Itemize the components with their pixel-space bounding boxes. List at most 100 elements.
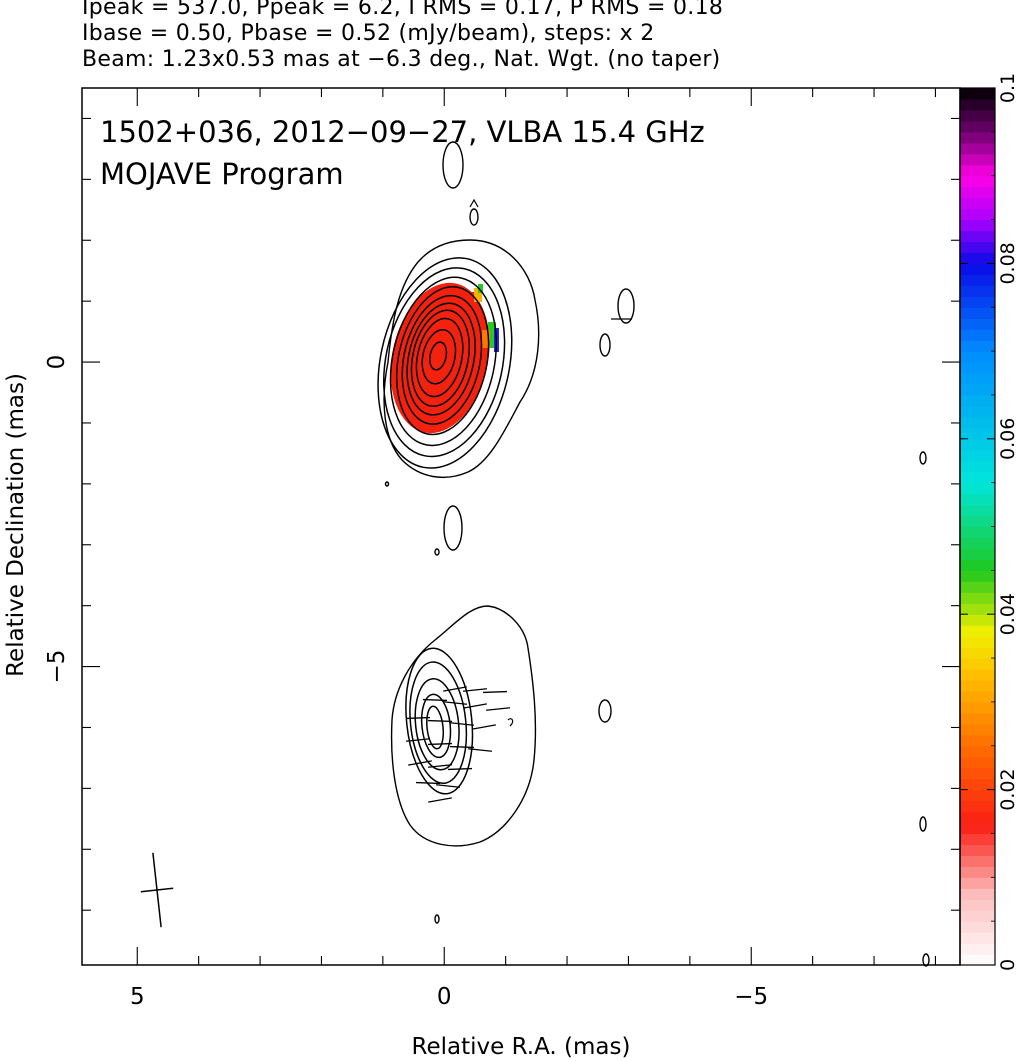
x-tick-label: 5 — [130, 984, 145, 1010]
colorbar-band — [960, 548, 995, 560]
colorbar-band — [960, 362, 995, 374]
colorbar-band — [960, 559, 995, 571]
y-tick-label: 0 — [44, 355, 70, 370]
colorbar-tick-label: 0.04 — [997, 593, 1019, 635]
colorbar-band — [960, 460, 995, 473]
isolated-contour — [469, 208, 479, 226]
polarization-vector — [467, 748, 493, 752]
colorbar-band — [960, 175, 995, 188]
core-outer-contour — [383, 239, 540, 479]
colorbar-band — [960, 416, 995, 429]
colorbar-band — [960, 88, 995, 100]
colorbar-band — [960, 318, 995, 330]
colorbar-band — [960, 822, 995, 835]
isolated-contour — [442, 141, 464, 189]
header-line-3: Beam: 1.23x0.53 mas at −6.3 deg., Nat. W… — [82, 47, 721, 72]
colorbar-band — [960, 658, 995, 670]
colorbar-band — [960, 932, 995, 944]
colorbar-band — [960, 515, 995, 528]
colorbar-band — [960, 230, 995, 243]
isolated-contour — [919, 816, 927, 832]
colorbar-band — [960, 340, 995, 352]
core-contour — [395, 286, 490, 436]
colorbar-band — [960, 252, 995, 264]
colorbar-band — [960, 910, 995, 922]
core-contour — [421, 328, 457, 385]
colorbar-band — [960, 383, 995, 396]
core-contour — [382, 267, 506, 458]
colorbar-band — [960, 833, 995, 846]
isolated-contour — [434, 548, 440, 556]
core-contour — [401, 294, 483, 425]
colorbar-band — [960, 712, 995, 725]
colorbar-band — [960, 405, 995, 418]
polarization-vector — [463, 703, 487, 709]
polarization-vector — [462, 688, 488, 692]
colorbar-band — [960, 109, 995, 122]
isolated-contour — [922, 953, 930, 967]
colorbar-band — [960, 120, 995, 133]
core-contour — [410, 309, 470, 408]
colorbar-band — [960, 789, 995, 802]
x-tick-label: 0 — [437, 984, 452, 1010]
colorbar-band — [960, 98, 995, 111]
core-contour — [415, 317, 464, 398]
polarization-orange-pixel — [474, 288, 482, 302]
isolated-contour — [599, 333, 611, 357]
colorbar-band — [960, 855, 995, 867]
colorbar-band — [960, 197, 995, 210]
polarization-vector — [427, 764, 453, 768]
colorbar-band — [960, 614, 995, 626]
colorbar-band — [960, 811, 995, 824]
polarization-vector — [435, 784, 461, 788]
polarization-vector — [449, 745, 475, 749]
colorbar-band — [960, 351, 995, 363]
colorbar-band — [960, 954, 995, 966]
polarization-red-region — [390, 282, 490, 434]
header-line-1: Ipeak = 537.0, Ppeak = 6.2, I RMS = 0.17… — [82, 0, 724, 20]
core-contour — [406, 302, 476, 416]
contours — [140, 141, 930, 967]
colorbar-band — [960, 449, 995, 462]
map-title: 1502+036, 2012−09−27, VLBA 15.4 GHz — [100, 115, 705, 149]
core-contour — [377, 257, 513, 469]
colorbar-band — [960, 723, 995, 736]
polarization-red-edge — [464, 292, 476, 370]
colorbar-band — [960, 877, 995, 889]
core-contour — [389, 276, 498, 447]
colorbar-band — [960, 329, 995, 341]
polarization-vector — [427, 742, 453, 746]
jet-contour — [405, 647, 474, 795]
colorbar-band — [960, 263, 995, 275]
polarization-fill — [390, 282, 499, 434]
polarization-vector — [442, 701, 468, 705]
colorbar-band — [960, 526, 995, 539]
colorbar-band — [960, 438, 995, 451]
colorbar-band — [960, 131, 995, 144]
polarization-vector — [415, 781, 441, 785]
y-tick-label: −5 — [44, 650, 70, 684]
colorbar-band — [960, 427, 995, 440]
colorbar-tick-label: 0.1 — [997, 73, 1019, 103]
isolated-contour — [443, 505, 463, 551]
colorbar-band — [960, 734, 995, 747]
axis-ticks: 5 0 −5 0 −5 — [44, 88, 960, 1010]
isolated-contour — [919, 451, 927, 465]
y-axis-label: Relative Declination (mas) — [3, 373, 29, 677]
colorbar-band — [960, 679, 995, 692]
colorbar-band — [960, 394, 995, 407]
polarization-orange-strip — [482, 330, 490, 348]
isolated-contour-tip — [469, 198, 479, 208]
colorbar-band — [960, 186, 995, 199]
colorbar-band — [960, 285, 995, 297]
polarization-vector — [472, 724, 496, 730]
colorbar-band — [960, 844, 995, 856]
colorbar-band — [960, 493, 995, 506]
polarization-vector — [405, 716, 431, 720]
isolated-contour — [384, 481, 390, 487]
colorbar-band — [960, 471, 995, 484]
colorbar-band — [960, 767, 995, 780]
colorbar-band — [960, 373, 995, 385]
colorbar-band — [960, 603, 995, 615]
